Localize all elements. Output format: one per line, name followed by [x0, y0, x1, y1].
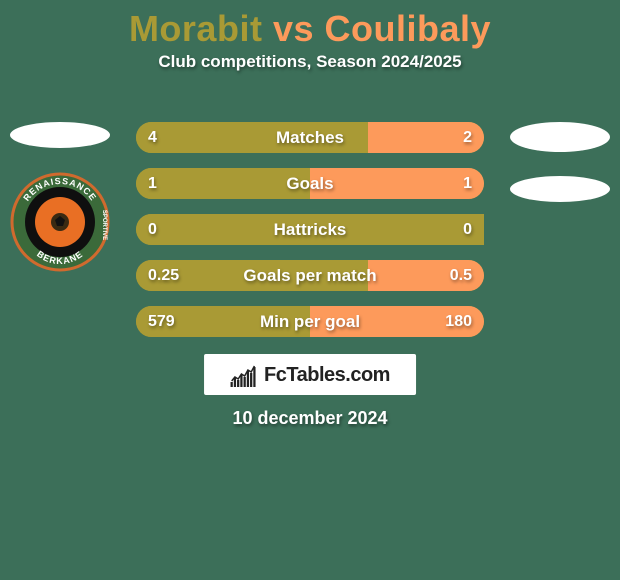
- stat-value-right: 2: [463, 122, 472, 153]
- stat-value-right: 1: [463, 168, 472, 199]
- stat-value-left: 4: [148, 122, 157, 153]
- stat-value-left: 0.25: [148, 260, 179, 291]
- date-text: 10 december 2024: [0, 408, 620, 429]
- stat-label: Min per goal: [136, 306, 484, 337]
- stat-value-left: 579: [148, 306, 175, 337]
- title-right: Coulibaly: [325, 8, 492, 49]
- page-title: Morabit vs Coulibaly: [0, 0, 620, 50]
- stat-row: Min per goal579 180: [136, 306, 484, 337]
- stat-value-left: 0: [148, 214, 157, 245]
- subtitle: Club competitions, Season 2024/2025: [0, 52, 620, 72]
- stat-label: Goals: [136, 168, 484, 199]
- stat-label: Goals per match: [136, 260, 484, 291]
- stat-row: Matches4 2: [136, 122, 484, 153]
- brand-box[interactable]: FcTables.com: [204, 354, 416, 395]
- stat-row: Goals per match0.25 0.5: [136, 260, 484, 291]
- stat-row: Hattricks0 0: [136, 214, 484, 245]
- stat-label: Hattricks: [136, 214, 484, 245]
- stat-value-right: 0: [463, 214, 472, 245]
- title-vs: vs: [273, 8, 314, 49]
- barchart-icon: [230, 365, 256, 387]
- stat-label: Matches: [136, 122, 484, 153]
- stat-row: Goals1 1: [136, 168, 484, 199]
- stat-value-right: 0.5: [450, 260, 472, 291]
- brand-text: FcTables.com: [264, 364, 390, 387]
- stat-value-left: 1: [148, 168, 157, 199]
- stat-value-right: 180: [445, 306, 472, 337]
- title-left: Morabit: [129, 8, 263, 49]
- comparison-rows: Matches4 2 Goals1 1 Hattricks0 0 Goals per mat…: [0, 122, 620, 352]
